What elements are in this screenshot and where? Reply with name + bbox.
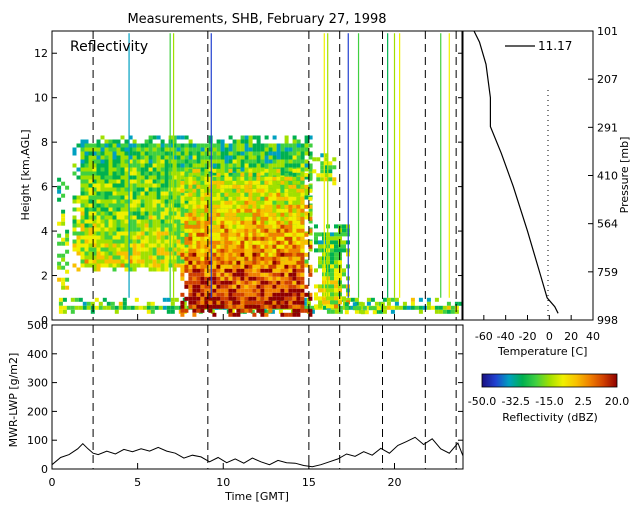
y-tick-label: 2 [41, 270, 48, 283]
colorbar-tick-label: 2.5 [575, 395, 593, 408]
pressure-tick-label: 564 [597, 218, 618, 231]
temp-tick-label: -20 [519, 330, 537, 343]
echo-region [314, 224, 350, 309]
time-tick-label: 20 [388, 476, 402, 489]
panel-label: Reflectivity [70, 39, 148, 55]
colorbar-tick-label: -15.0 [535, 395, 563, 408]
time-tick-label: 0 [49, 476, 56, 489]
y-axis-label-pressure: Pressure [mb] [618, 137, 631, 214]
pressure-tick-label: 291 [597, 121, 618, 134]
echo-region [344, 302, 385, 315]
pressure-tick-label: 759 [597, 266, 618, 279]
lwp-y-tick-label: 200 [27, 405, 48, 418]
pressure-tick-label: 207 [597, 73, 618, 86]
temperature-profile-line [473, 31, 559, 314]
y-tick-label: 8 [41, 136, 48, 149]
pressure-tick-label: 410 [597, 170, 618, 183]
x-axis-label-time: Time [GMT] [224, 490, 289, 503]
lwp-y-tick-label: 300 [27, 377, 48, 390]
echo-region [312, 153, 337, 186]
time-tick-label: 10 [216, 476, 230, 489]
y-tick-label: 4 [41, 225, 48, 238]
temp-tick-label: -60 [475, 330, 493, 343]
time-tick-label: 5 [134, 476, 141, 489]
colorbar-label: Reflectivity (dBZ) [502, 411, 598, 424]
y-tick-label: 6 [41, 181, 48, 194]
colorbar-tick-label: 20.0 [605, 395, 630, 408]
temp-tick-label: 0 [546, 330, 553, 343]
lwp-panel: 0 100 200 300 400 500 0 5 10 15 20 MWR-LWP [g/m2]… [7, 314, 464, 503]
sounding-frame [461, 30, 594, 321]
sounding-panel: 11.17 101 207 291 410 564 759 998 -60 -40 -20 0 20… [461, 25, 631, 358]
temp-tick-label: 20 [564, 330, 578, 343]
pressure-tick-label: 998 [597, 314, 618, 327]
colorbar-tick-label: -32.5 [502, 395, 530, 408]
chart-title: Measurements, SHB, February 27, 1998 [127, 12, 386, 27]
y-axis-label-lwp: MWR-LWP [g/m2] [7, 353, 20, 448]
legend-label: 11.17 [538, 39, 572, 53]
lwp-y-tick-label: 400 [27, 348, 48, 361]
time-tick-label: 15 [302, 476, 316, 489]
echo-region [180, 168, 313, 317]
x-axis-label-temperature: Temperature [C] [497, 345, 587, 358]
temp-tick-label: -40 [497, 330, 515, 343]
lwp-frame [51, 324, 464, 470]
y-tick-label: 10 [34, 92, 48, 105]
reflectivity-panel: Reflectivity 0 2 4 6 8 10 12 Height [km,AGL] [19, 30, 464, 327]
pressure-tick-label: 101 [597, 25, 618, 38]
colorbar-gradient [481, 373, 618, 388]
lwp-y-tick-label: 500 [27, 319, 48, 332]
y-tick-label: 0 [41, 314, 48, 327]
y-tick-label: 12 [34, 47, 48, 60]
y-axis-label-height: Height [km,AGL] [19, 129, 32, 220]
colorbar-tick-label: -50.0 [468, 395, 496, 408]
lwp-line [52, 436, 463, 468]
colorbar: -50.0 -32.5 -15.0 2.5 20.0 Reflectivity (dBZ… [468, 373, 630, 424]
temp-tick-label: 40 [586, 330, 600, 343]
echo-region [57, 177, 70, 290]
lwp-y-tick-label: 0 [41, 463, 48, 476]
lwp-y-tick-label: 100 [27, 434, 48, 447]
reflectivity-frame [51, 30, 464, 321]
